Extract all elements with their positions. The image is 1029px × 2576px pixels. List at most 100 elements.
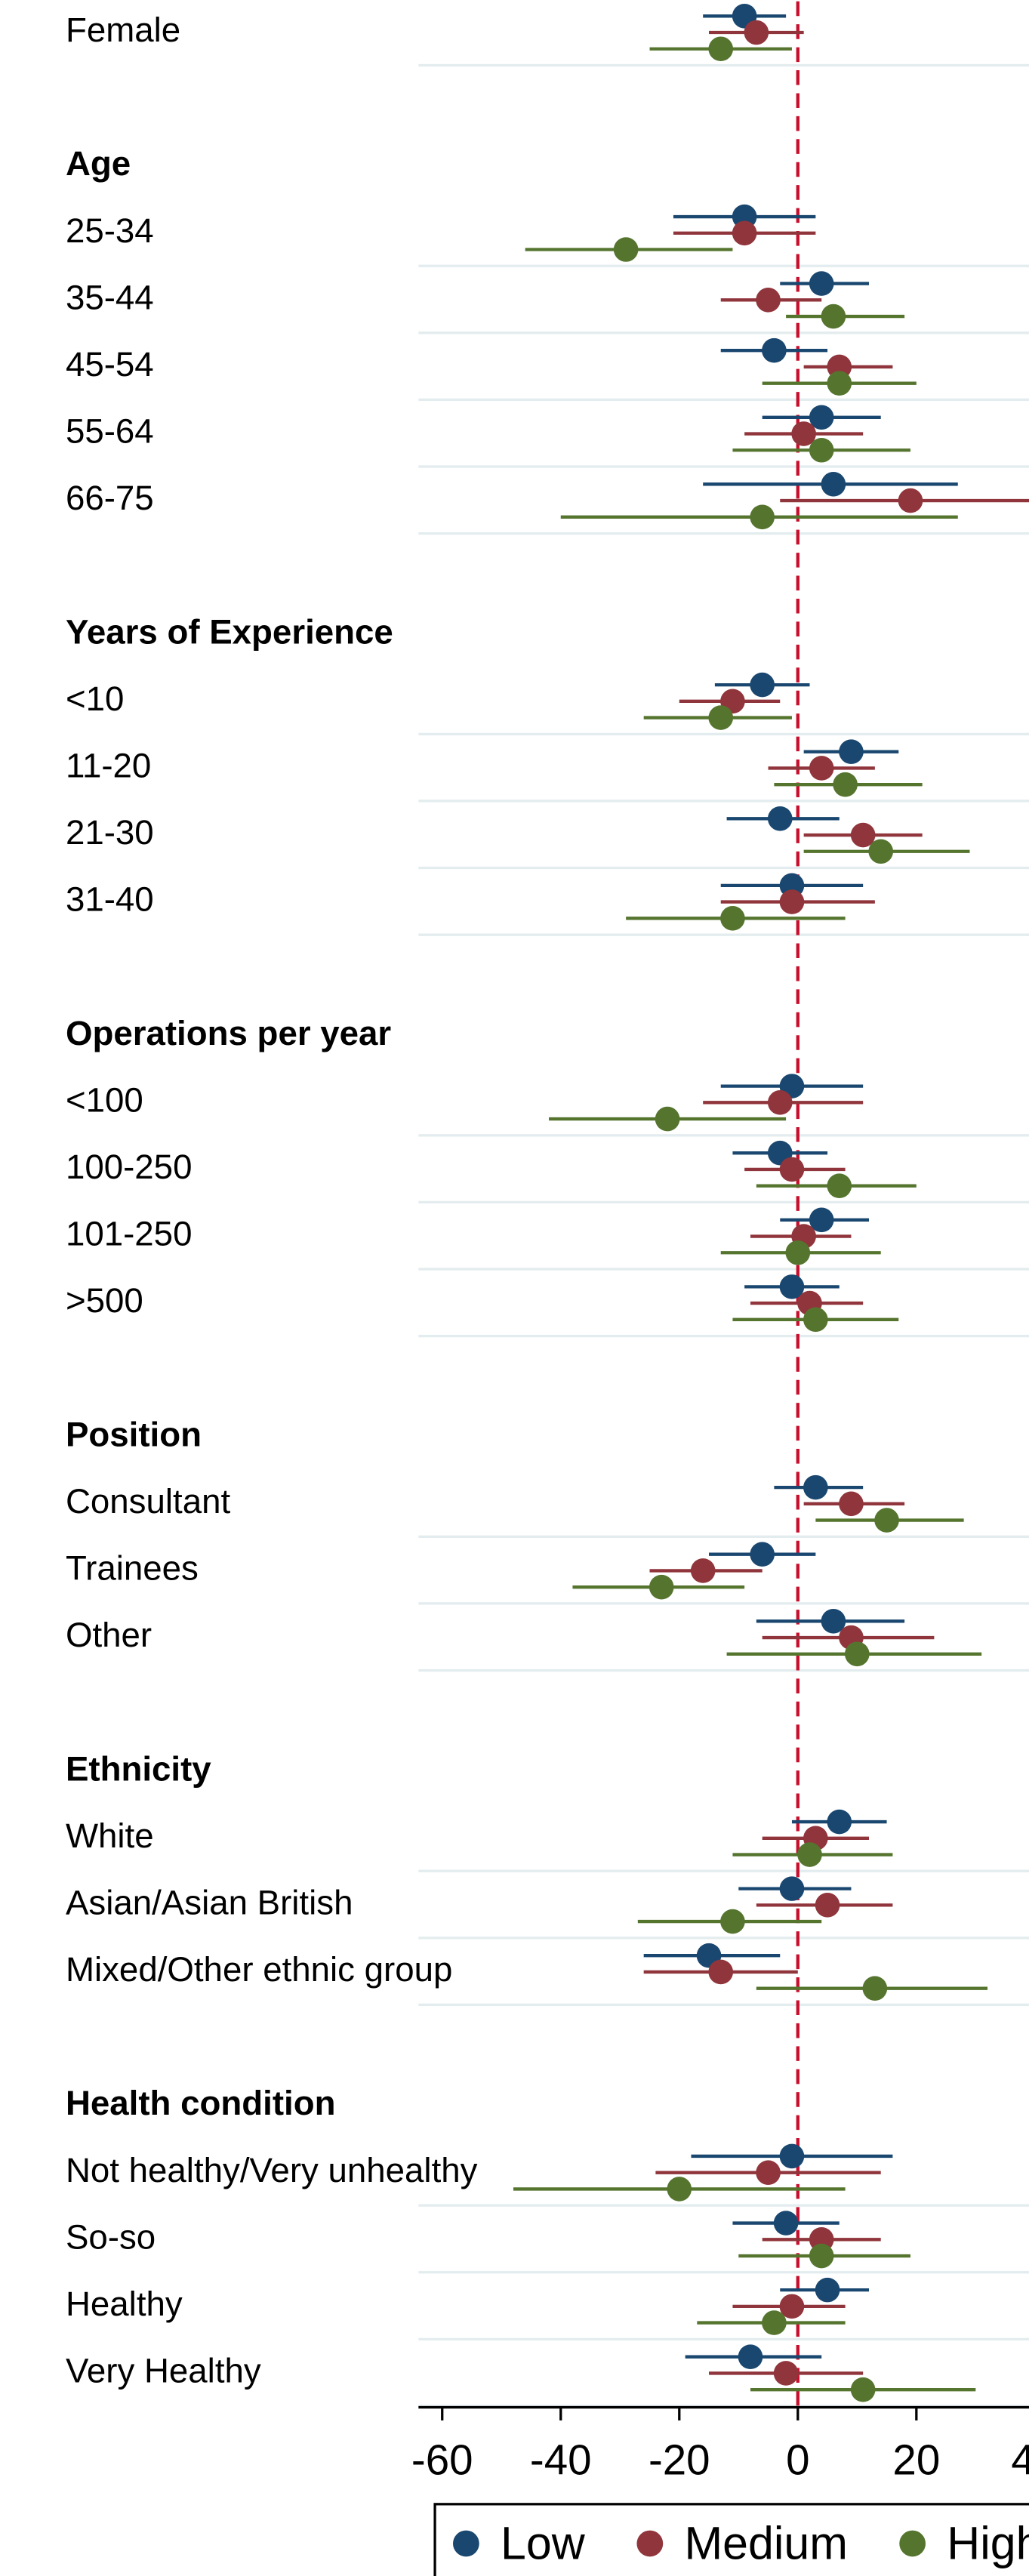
row-label: 25-34 <box>66 211 154 250</box>
group-title: Operations per year <box>66 1014 391 1052</box>
estimate-point <box>833 772 858 797</box>
row-label: 55-64 <box>66 412 154 451</box>
row-label: Not healthy/Very unhealthy <box>66 2151 478 2189</box>
estimate-point <box>845 1641 870 1667</box>
estimate-point <box>750 504 775 530</box>
estimate-point <box>613 237 639 262</box>
estimate-point <box>809 271 834 296</box>
estimate-point <box>809 756 834 781</box>
row-label: 35-44 <box>66 278 154 316</box>
x-tick-label: -20 <box>649 2436 710 2483</box>
estimate-point <box>767 1090 793 1115</box>
group-title: Years of Experience <box>66 612 393 651</box>
estimate-point <box>809 2243 834 2269</box>
group-title: Health condition <box>66 2084 336 2122</box>
row-label: Trainees <box>66 1549 199 1588</box>
row-label: 100-250 <box>66 1148 193 1186</box>
estimate-point <box>791 421 816 446</box>
estimate-point <box>827 1173 852 1198</box>
x-tick-label: 0 <box>786 2436 809 2483</box>
estimate-point <box>738 2344 763 2370</box>
estimate-point <box>779 2294 805 2319</box>
estimate-point <box>827 1809 852 1835</box>
estimate-point <box>821 1608 846 1634</box>
estimate-point <box>779 1157 805 1182</box>
estimate-point <box>839 1491 864 1517</box>
estimate-point <box>779 2143 805 2169</box>
group-title: Ethnicity <box>66 1749 211 1788</box>
estimate-point <box>821 304 846 329</box>
estimate-point <box>750 672 775 698</box>
estimate-point <box>708 705 734 730</box>
estimate-point <box>773 2361 799 2386</box>
estimate-point <box>815 2277 840 2303</box>
estimate-point <box>809 405 834 430</box>
row-label: 11-20 <box>66 746 151 784</box>
legend-marker <box>899 2530 926 2557</box>
estimate-point <box>773 2211 799 2236</box>
estimate-point <box>762 2310 787 2335</box>
estimate-point <box>767 806 793 831</box>
estimate-point <box>797 1842 822 1867</box>
estimate-point <box>762 337 787 363</box>
estimate-point <box>649 1574 674 1600</box>
legend-marker <box>636 2530 664 2557</box>
estimate-point <box>827 371 852 396</box>
estimate-point <box>779 1274 805 1299</box>
group-title: Age <box>66 144 131 183</box>
estimate-point <box>720 1909 745 1934</box>
estimate-point <box>732 220 757 246</box>
row-label: Very Healthy <box>66 2352 261 2390</box>
row-label: <100 <box>66 1080 143 1119</box>
estimate-point <box>850 2377 876 2402</box>
estimate-point <box>655 1106 680 1132</box>
x-tick-label: 20 <box>892 2436 940 2483</box>
estimate-point <box>756 288 781 313</box>
row-label: So-so <box>66 2217 156 2256</box>
estimate-point <box>779 889 805 914</box>
estimate-point <box>803 1474 828 1500</box>
row-label: 101-250 <box>66 1215 193 1253</box>
row-label: 21-30 <box>66 813 154 852</box>
estimate-point <box>720 906 745 931</box>
estimate-point <box>862 1976 888 2001</box>
row-label: Mixed/Other ethnic group <box>66 1950 452 1989</box>
estimate-point <box>809 1207 834 1233</box>
row-label: Consultant <box>66 1482 231 1521</box>
row-label: 66-75 <box>66 479 154 517</box>
group-title: Position <box>66 1415 202 1453</box>
x-tick-label: -40 <box>530 2436 592 2483</box>
legend-label: High <box>947 2517 1029 2568</box>
legend-label: Low <box>501 2517 586 2568</box>
row-label: <10 <box>66 679 124 718</box>
estimate-point <box>690 1558 716 1583</box>
estimate-point <box>821 472 846 497</box>
row-label: 31-40 <box>66 880 154 919</box>
x-tick-label: 40 <box>1011 2436 1029 2483</box>
row-label: Female <box>66 11 180 49</box>
row-label: 45-54 <box>66 345 154 384</box>
estimate-point <box>803 1307 828 1333</box>
row-label: Healthy <box>66 2285 183 2323</box>
estimate-point <box>898 488 923 513</box>
legend-marker <box>452 2530 479 2557</box>
estimate-point <box>868 839 894 864</box>
estimate-point <box>850 822 876 848</box>
estimate-point <box>756 2160 781 2186</box>
estimate-point <box>839 739 864 765</box>
row-label: >500 <box>66 1281 143 1320</box>
row-label: Asian/Asian British <box>66 1883 353 1921</box>
x-tick-label: -60 <box>411 2436 473 2483</box>
estimate-point <box>708 36 734 62</box>
estimate-point <box>750 1542 775 1567</box>
row-label: Other <box>66 1616 152 1654</box>
estimate-point <box>744 20 769 45</box>
legend-label: Medium <box>684 2517 847 2568</box>
estimate-point <box>874 1508 899 1533</box>
estimate-point <box>708 1959 734 1985</box>
estimate-point <box>815 1893 840 1918</box>
estimate-point <box>779 1876 805 1901</box>
legend-box <box>433 2503 1029 2576</box>
